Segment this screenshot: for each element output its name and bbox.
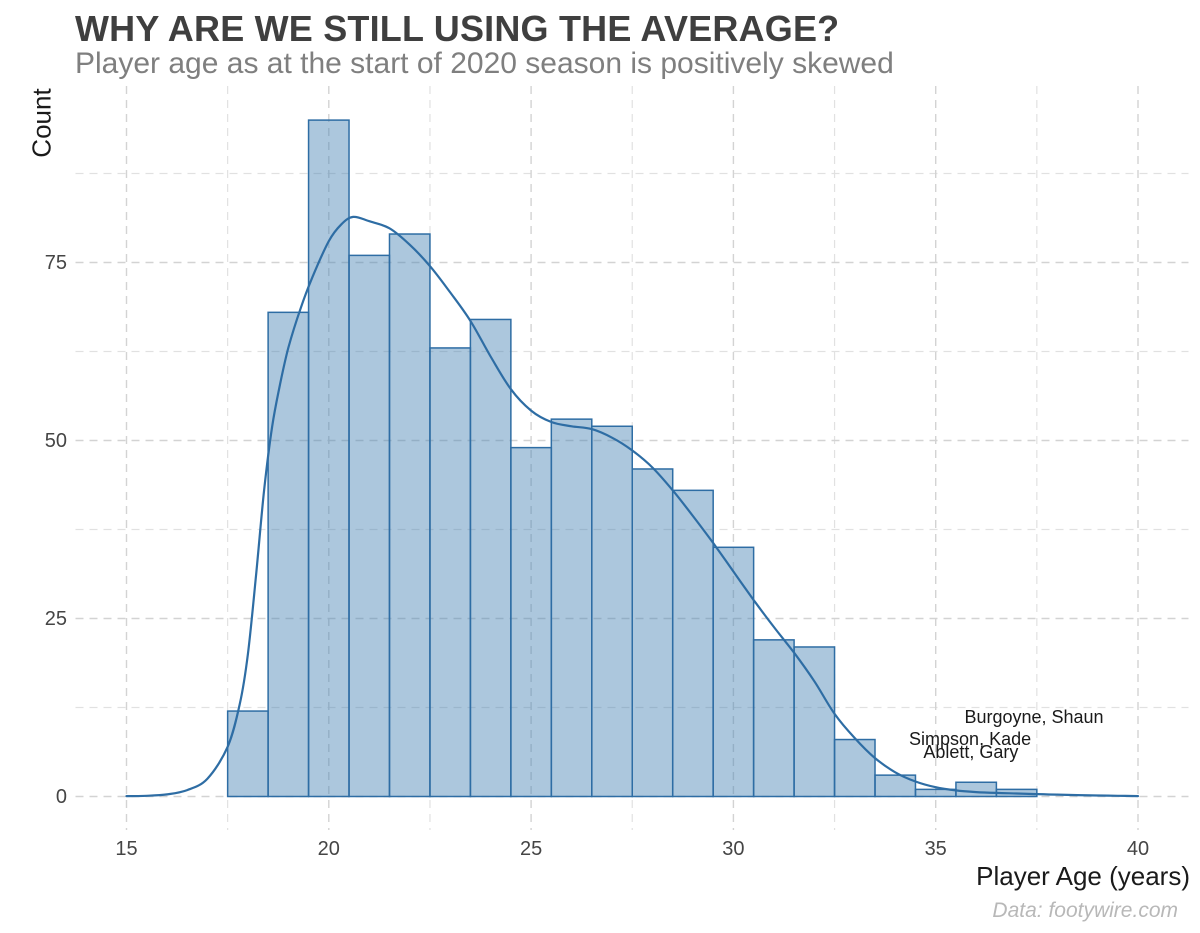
- histogram-bar: [510, 446, 553, 798]
- x-tick-label: 25: [519, 838, 543, 860]
- histogram-bar: [429, 347, 472, 798]
- histogram-bar: [631, 468, 674, 798]
- y-tick-label: 50: [44, 429, 67, 452]
- chart-title: WHY ARE WE STILL USING THE AVERAGE?: [75, 8, 840, 49]
- y-tick-label: 0: [55, 785, 67, 808]
- histogram-bar: [226, 710, 269, 798]
- histogram-bar: [469, 318, 512, 798]
- y-tick-label: 25: [44, 607, 67, 630]
- histogram-bar: [267, 311, 310, 798]
- histogram-bar: [955, 781, 998, 798]
- histogram-bar: [550, 418, 593, 798]
- x-tick-label: 30: [722, 838, 745, 860]
- x-tick-label: 20: [317, 838, 340, 860]
- y-tick-label: 75: [44, 251, 67, 274]
- histogram-bar: [874, 774, 917, 798]
- histogram-bar: [348, 254, 391, 798]
- histogram-bar: [712, 546, 755, 798]
- annotation-player-label: Ablett, Gary: [923, 742, 1019, 763]
- histogram-bar: [388, 233, 431, 798]
- data-source-caption: Data: footywire.com: [992, 899, 1178, 922]
- histogram-bar: [591, 425, 633, 798]
- x-tick-label: 15: [115, 838, 138, 860]
- histogram-bar: [307, 119, 350, 798]
- x-tick-label: 40: [1126, 838, 1150, 860]
- annotation-player-label: Simpson, Kade: [909, 729, 1032, 750]
- histogram-bar: [752, 639, 795, 798]
- histogram-bar: [833, 738, 876, 798]
- x-axis-title: Player Age (years): [976, 861, 1190, 891]
- x-tick-label: 35: [924, 838, 947, 860]
- histogram-bar: [793, 646, 836, 798]
- density-curve: [125, 215, 1140, 798]
- annotation-player-label: Burgoyne, Shaun: [964, 707, 1104, 728]
- chart-subtitle: Player age as at the start of 2020 seaso…: [75, 47, 894, 80]
- histogram-bar: [671, 489, 714, 798]
